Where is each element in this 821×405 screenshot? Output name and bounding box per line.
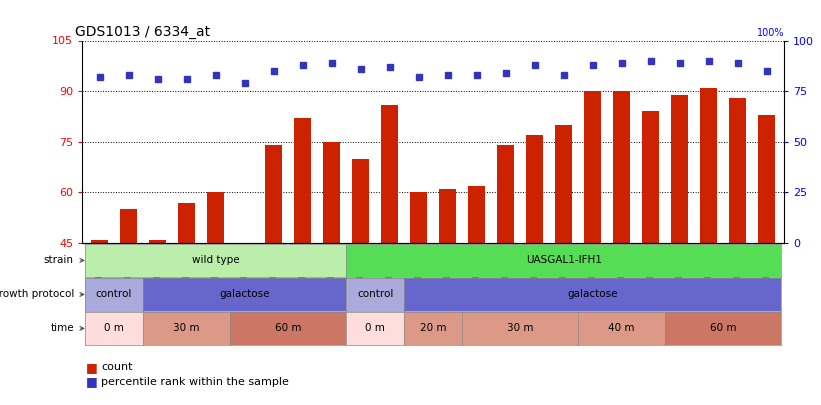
- Text: percentile rank within the sample: percentile rank within the sample: [101, 377, 289, 386]
- Bar: [410, 192, 427, 243]
- Text: 60 m: 60 m: [710, 324, 736, 333]
- Text: galactose: galactose: [567, 290, 618, 299]
- Text: count: count: [101, 362, 132, 372]
- Bar: [294, 118, 311, 243]
- Bar: [555, 125, 572, 243]
- Bar: [642, 111, 659, 243]
- Bar: [120, 209, 137, 243]
- Bar: [671, 94, 688, 243]
- Text: control: control: [357, 290, 393, 299]
- Text: time: time: [50, 324, 74, 333]
- Text: galactose: galactose: [219, 290, 270, 299]
- Text: control: control: [96, 290, 132, 299]
- Bar: [613, 91, 631, 243]
- Text: wild type: wild type: [192, 256, 240, 265]
- Text: 0 m: 0 m: [365, 324, 385, 333]
- Bar: [178, 202, 195, 243]
- Text: ■: ■: [86, 361, 98, 374]
- Text: 30 m: 30 m: [173, 324, 200, 333]
- Text: UASGAL1-IFH1: UASGAL1-IFH1: [525, 256, 602, 265]
- Bar: [497, 145, 514, 243]
- Text: 60 m: 60 m: [275, 324, 301, 333]
- Text: 20 m: 20 m: [420, 324, 447, 333]
- Text: growth protocol: growth protocol: [0, 290, 74, 299]
- Bar: [207, 192, 224, 243]
- Text: strain: strain: [44, 256, 74, 265]
- Bar: [526, 135, 544, 243]
- Text: 100%: 100%: [757, 28, 784, 38]
- Bar: [91, 240, 108, 243]
- Bar: [468, 185, 485, 243]
- Text: 40 m: 40 m: [608, 324, 635, 333]
- Bar: [584, 91, 601, 243]
- Bar: [439, 189, 456, 243]
- Bar: [729, 98, 746, 243]
- Bar: [381, 104, 398, 243]
- Bar: [700, 88, 718, 243]
- Text: ■: ■: [86, 375, 98, 388]
- Bar: [323, 142, 340, 243]
- Text: 0 m: 0 m: [104, 324, 124, 333]
- Bar: [758, 115, 775, 243]
- Bar: [149, 240, 166, 243]
- Bar: [352, 159, 369, 243]
- Bar: [265, 145, 282, 243]
- Text: GDS1013 / 6334_at: GDS1013 / 6334_at: [75, 26, 210, 39]
- Text: 30 m: 30 m: [507, 324, 534, 333]
